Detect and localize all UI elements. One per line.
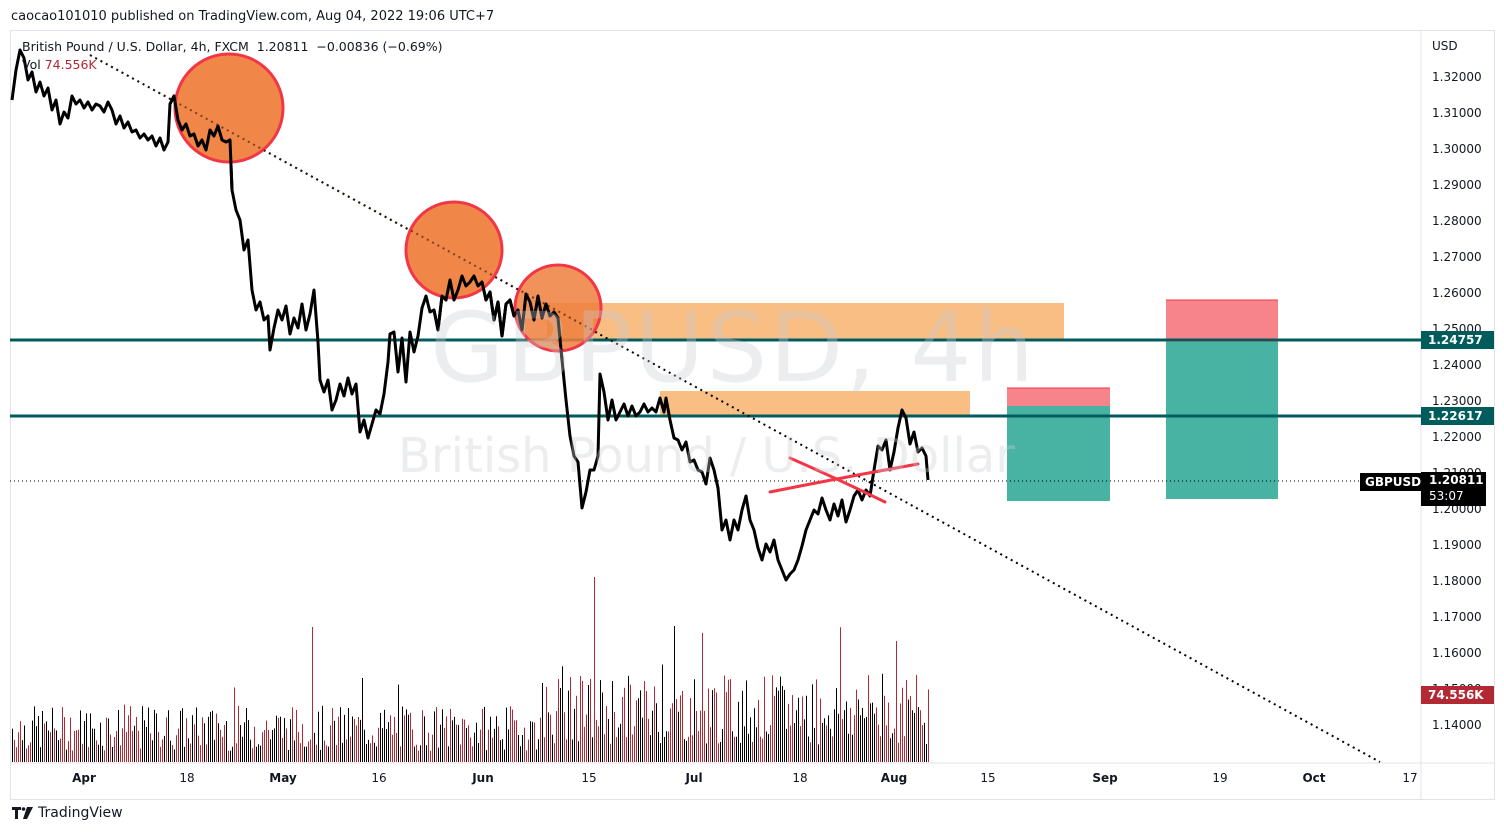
time-tick: Sep: [1092, 771, 1118, 785]
brand-name: TradingView: [38, 805, 123, 821]
legend-main-line: British Pound / U.S. Dollar, 4h, FXCM 1.…: [22, 39, 442, 54]
bar-countdown: 53:07: [1429, 489, 1464, 503]
price-tick: 1.32000: [1432, 70, 1482, 84]
price-tick: 1.29000: [1432, 178, 1482, 192]
supply-zone-upper[interactable]: [547, 303, 1064, 339]
target-area: [1166, 342, 1278, 499]
level-upper-label: 1.24757: [1421, 331, 1494, 349]
publisher-line: caocao101010 published on TradingView.co…: [11, 9, 495, 24]
legend-title: British Pound / U.S. Dollar, 4h, FXCM: [22, 39, 249, 54]
last-price-label: 1.20811 53:07: [1421, 472, 1486, 506]
target-area: [1007, 406, 1110, 501]
legend-last: 1.20811: [256, 39, 309, 54]
time-tick: Jul: [685, 771, 703, 785]
tradingview-logo-icon: [12, 807, 33, 819]
price-line-overlay: [432, 274, 564, 361]
time-tick: Jun: [472, 771, 494, 785]
level-lower-label: 1.22617: [1421, 407, 1494, 425]
price-tick: 1.22000: [1432, 430, 1482, 444]
time-tick: May: [269, 771, 297, 785]
highlight-circle-2[interactable]: [404, 200, 504, 300]
time-tick: 19: [1212, 771, 1228, 785]
time-tick: Aug: [880, 771, 908, 785]
price-tick: 1.26000: [1432, 286, 1482, 300]
descending-trendline[interactable]: [89, 54, 1381, 763]
symbol-tag: GBPUSD: [1360, 473, 1427, 491]
price-tick: 1.30000: [1432, 142, 1482, 156]
stop-area: [1166, 300, 1278, 342]
long-position-2[interactable]: [1166, 299, 1278, 499]
legend-vol-value: 74.556K: [44, 57, 97, 72]
description-watermark: British Pound / U.S. Dollar: [398, 428, 1015, 484]
price-tick: 1.18000: [1432, 574, 1482, 588]
price-scale-currency: USD: [1432, 39, 1458, 53]
price-tick: 1.27000: [1432, 250, 1482, 264]
price-tick: 1.31000: [1432, 106, 1482, 120]
legend-vol-label: Vol: [22, 57, 41, 72]
symbol-watermark: GBPUSD, 4h: [430, 292, 1037, 404]
price-tick: 1.16000: [1432, 646, 1482, 660]
time-tick: 18: [792, 771, 808, 785]
highlight-circle-3[interactable]: [513, 263, 603, 353]
price-tick: 1.19000: [1432, 538, 1482, 552]
last-price-value: 1.20811: [1429, 473, 1484, 487]
time-tick: 15: [980, 771, 996, 785]
long-position-1[interactable]: [1007, 387, 1110, 501]
time-tick: 15: [581, 771, 597, 785]
time-tick: 18: [179, 771, 195, 785]
price-tick: 1.28000: [1432, 214, 1482, 228]
price-tick: 1.24000: [1432, 358, 1482, 372]
volume-label: 74.556K: [1421, 686, 1494, 704]
volume-histogram: [12, 577, 929, 762]
time-tick: Oct: [1302, 771, 1326, 785]
legend-volume-line: Vol 74.556K: [22, 57, 442, 72]
price-tick: 1.23000: [1432, 394, 1482, 408]
trendline-overlay: [89, 54, 601, 335]
legend-change: −0.00836 (−0.69%): [316, 39, 443, 54]
time-tick: Apr: [72, 771, 96, 785]
chart-legend: British Pound / U.S. Dollar, 4h, FXCM 1.…: [22, 39, 442, 72]
price-line-overlay: [168, 94, 234, 191]
crossed-out-line-2[interactable]: [768, 462, 920, 494]
time-tick: 17: [1402, 771, 1418, 785]
price-tick: 1.17000: [1432, 610, 1482, 624]
time-tick: 16: [371, 771, 387, 785]
tradingview-brand[interactable]: TradingView: [12, 805, 123, 821]
stop-area: [1007, 388, 1110, 406]
price-tick: 1.14000: [1432, 718, 1482, 732]
